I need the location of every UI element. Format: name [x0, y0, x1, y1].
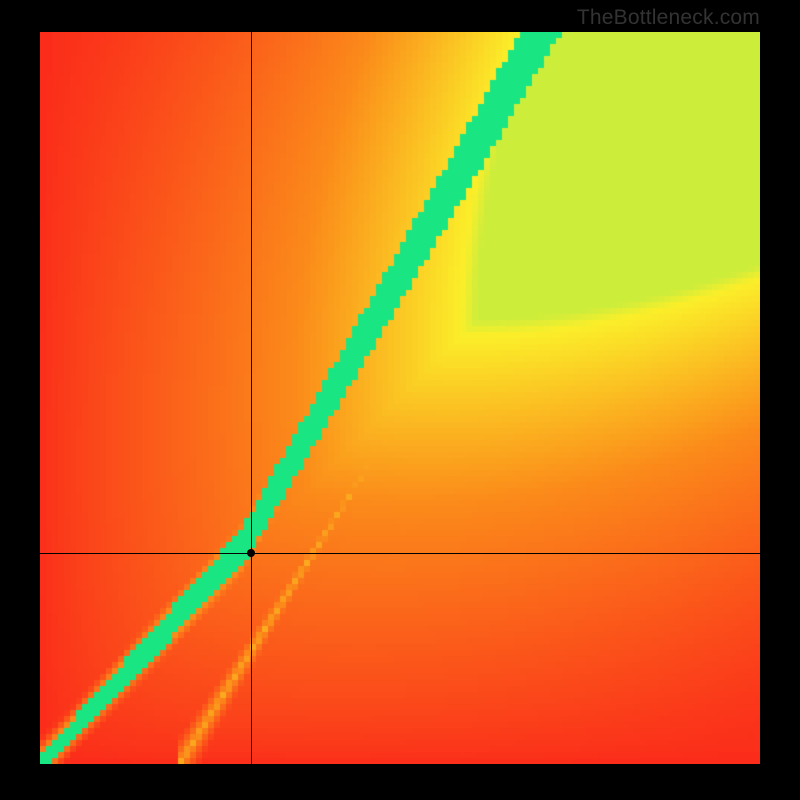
crosshair-marker [247, 549, 255, 557]
heatmap-canvas [40, 32, 760, 764]
crosshair-vertical [251, 32, 252, 764]
watermark-text: TheBottleneck.com [577, 6, 760, 30]
crosshair-horizontal [40, 553, 760, 554]
heatmap-plot [40, 32, 760, 764]
